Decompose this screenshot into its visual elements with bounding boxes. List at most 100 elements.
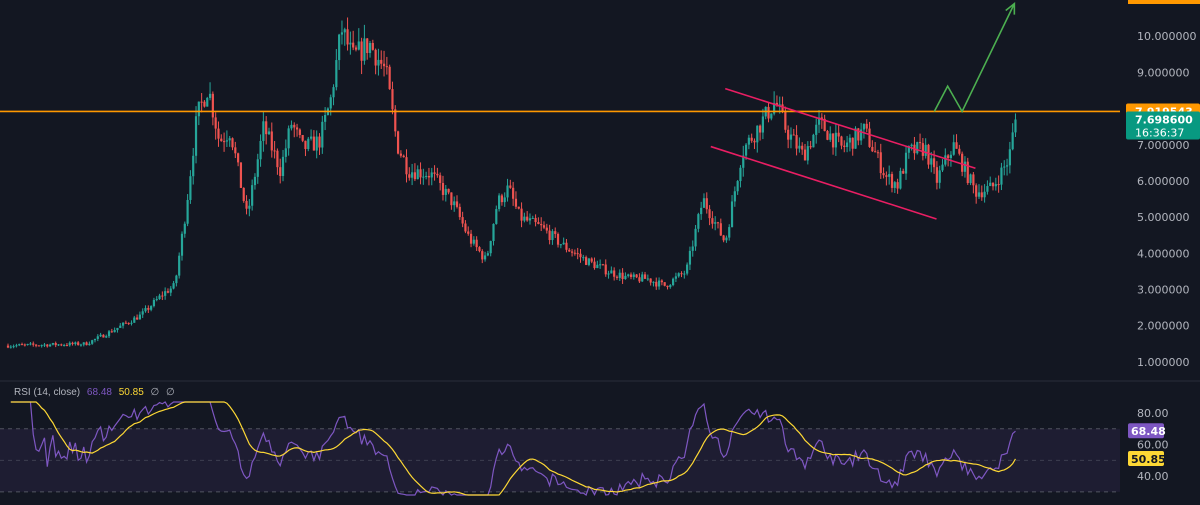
candle-body xyxy=(416,169,419,180)
price-tick-label: 5.000000 xyxy=(1137,211,1190,224)
candle-body xyxy=(803,149,807,161)
candle-body xyxy=(742,155,745,168)
candle-body xyxy=(744,144,748,156)
candle-body xyxy=(579,253,582,258)
candle-body xyxy=(545,227,548,231)
candle-body xyxy=(203,101,206,107)
candle-body xyxy=(1005,165,1009,167)
candle-body xyxy=(775,102,779,106)
candle-body xyxy=(714,222,717,224)
candle-body xyxy=(186,199,189,224)
candle-body xyxy=(298,129,301,135)
candle-body xyxy=(251,185,254,206)
candle-body xyxy=(907,146,910,153)
candle-body xyxy=(868,128,871,147)
candle-body xyxy=(801,145,804,150)
candle-body xyxy=(357,41,360,50)
candle-body xyxy=(730,201,734,228)
candle-body xyxy=(758,125,762,133)
candle-body xyxy=(688,250,692,265)
candle-body xyxy=(910,144,913,147)
candle-body xyxy=(18,344,21,346)
candle-body xyxy=(691,246,694,251)
candle-body xyxy=(509,185,512,188)
candle-body xyxy=(130,322,133,324)
candle-body xyxy=(166,291,170,293)
candle-body xyxy=(719,223,722,236)
candle-body xyxy=(301,134,304,141)
candle-body xyxy=(77,342,80,345)
rsi-value-tag-bg xyxy=(1128,423,1164,439)
candle-body xyxy=(371,42,374,50)
candle-body xyxy=(854,128,857,149)
candle-body xyxy=(840,136,843,146)
candle-body xyxy=(629,274,633,277)
candle-body xyxy=(71,342,74,345)
candle-body xyxy=(975,185,978,197)
rsi-value-tag-text: 68.48 xyxy=(1131,425,1166,438)
candle-body xyxy=(874,151,877,153)
candle-body xyxy=(683,273,686,275)
candle-body xyxy=(29,343,32,345)
candle-body xyxy=(85,342,88,346)
candle-body xyxy=(433,172,436,174)
rsi-ma-line xyxy=(10,401,1016,496)
candle-body xyxy=(700,207,703,215)
candle-body xyxy=(593,261,596,269)
candle-body xyxy=(408,174,411,178)
rsi-symbol-2: ∅ xyxy=(166,387,175,398)
candle-body xyxy=(963,161,967,172)
candle-body xyxy=(458,206,461,218)
candle-body xyxy=(860,129,863,141)
price-tick-label: 6.000000 xyxy=(1137,175,1190,188)
candle-body xyxy=(455,201,459,207)
candle-body xyxy=(643,274,647,279)
candle-body xyxy=(823,118,826,132)
candle-body xyxy=(40,345,43,347)
rsi-ma-tag-bg xyxy=(1128,450,1164,466)
candle-body xyxy=(548,230,551,241)
candle-body xyxy=(453,201,456,206)
candle-body xyxy=(422,176,425,178)
candle-body xyxy=(225,140,228,142)
candle-body xyxy=(256,159,259,177)
candle-body xyxy=(439,175,442,183)
candle-body xyxy=(124,322,127,324)
rsi-symbol-1: ∅ xyxy=(150,387,160,398)
candle-body xyxy=(354,47,358,50)
candle-body xyxy=(6,345,10,348)
candle-body xyxy=(871,146,874,152)
candle-body xyxy=(57,344,60,346)
candle-body xyxy=(32,343,35,345)
candle-body xyxy=(211,93,214,118)
candle-body xyxy=(279,167,282,177)
candle-body xyxy=(43,344,46,346)
candle-body xyxy=(1000,167,1003,185)
candle-body xyxy=(481,251,484,260)
candle-body xyxy=(899,170,902,189)
candle-body xyxy=(200,101,203,103)
candle-body xyxy=(15,345,18,347)
candle-body xyxy=(708,209,711,219)
candle-body xyxy=(262,121,265,141)
candle-body xyxy=(761,116,765,133)
candle-body xyxy=(222,141,226,143)
candle-body xyxy=(526,216,529,221)
candle-body xyxy=(161,295,164,297)
candle-body xyxy=(489,240,492,254)
rsi-legend: RSI (14, close) 68.48 50.85 ∅ ∅ xyxy=(14,387,179,398)
candle-body xyxy=(172,283,175,289)
candle-body xyxy=(941,164,944,171)
rsi-axis: 80.00 60.00 40.00 xyxy=(1137,407,1169,483)
candle-body xyxy=(512,187,515,199)
candle-body xyxy=(554,231,557,234)
candle-body xyxy=(680,273,683,275)
candle-body xyxy=(469,233,473,244)
candle-body xyxy=(831,133,835,148)
price-tick-label: 2.000000 xyxy=(1137,320,1190,333)
candle-body xyxy=(669,285,672,288)
candle-body xyxy=(500,195,504,203)
candle-body xyxy=(180,233,184,256)
